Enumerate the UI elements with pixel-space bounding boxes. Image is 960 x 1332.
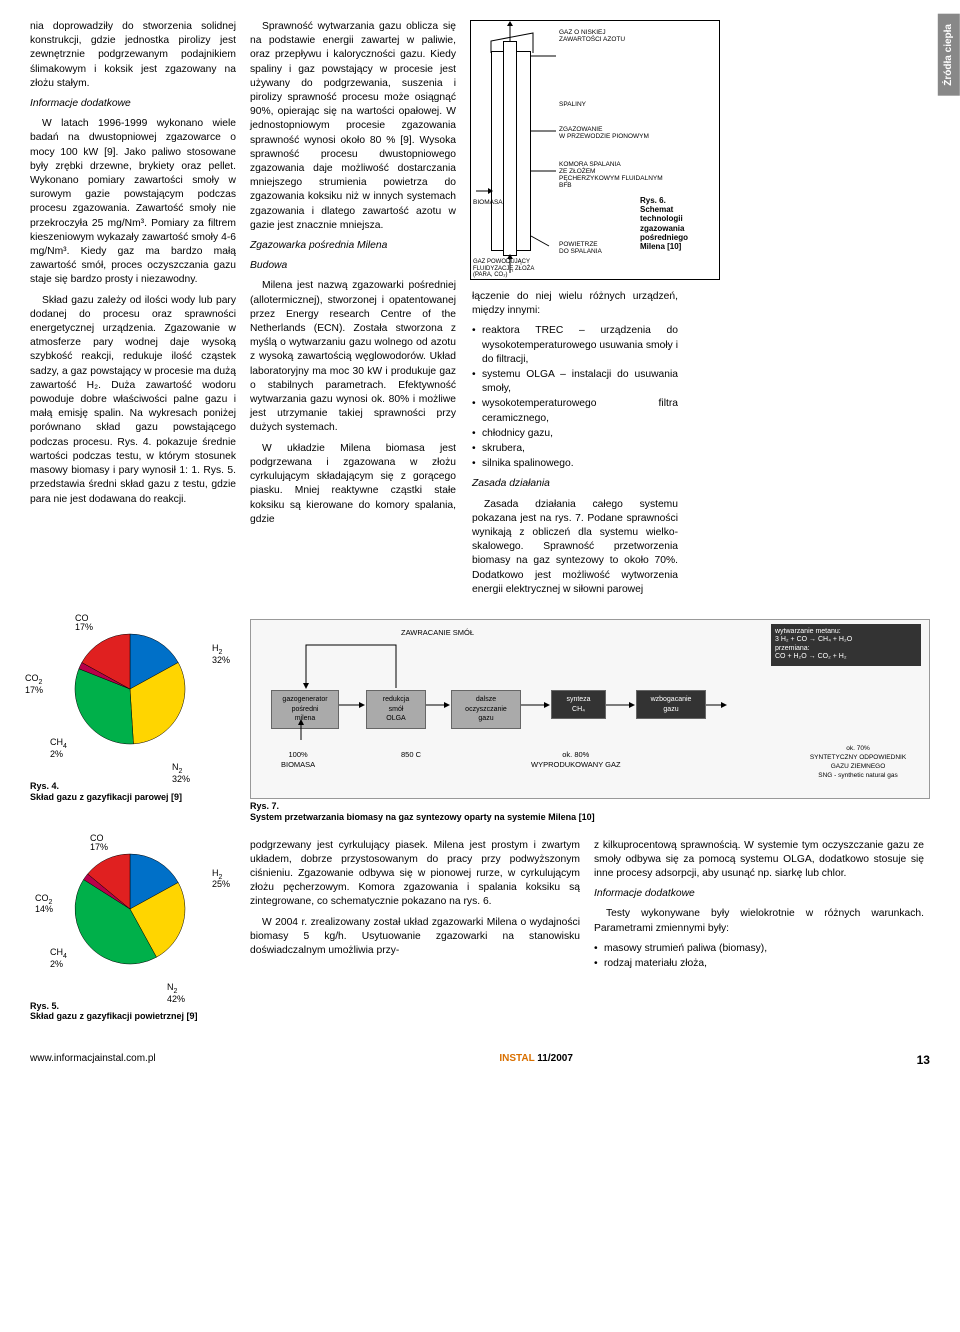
para: podgrzewany jest cyrkulujący piasek. Mil… [250,839,580,910]
fig6-schematic: GAZ O NISKIEJ ZAWARTOŚCI AZOTU SPALINY Z… [470,20,720,280]
para: Milena jest nazwą zgazowarki pośredniej … [250,279,456,435]
flow-box: gazogenerator pośredni milena [271,690,339,729]
page-number: 13 [917,1052,930,1069]
para: z kilkuprocentową sprawnością. W systemi… [594,839,924,882]
para: W 2004 r. zrealizowany został układ zgaz… [250,916,580,959]
page-footer: www.informacjainstal.com.pl INSTAL 11/20… [30,1052,930,1069]
flow-box: wzbogacanie gazu [636,690,706,719]
fig7-caption: Rys. 7.System przetwarzania biomasy na g… [250,801,930,823]
mid-section: CO17% H232% N232% CH42% CO217% Rys. 4.Sk… [30,619,930,823]
sch-label: ZGAZOWANIE W PRZEWODZIE PIONOWYM [559,126,649,140]
pie-chart-5: CO17% H225% N242% CH42% CO214% [30,839,230,999]
para: łączenie do niej wielu różnych urządzeń,… [472,290,678,318]
subsubheading: Budowa [250,259,456,273]
column-1: nia doprowadziły do stworzenia solidnej … [30,20,236,603]
pie-label: H225% [212,869,230,890]
subheading: Informacje dodatkowe [30,97,236,111]
bottom-col-3: z kilkuprocentową sprawnością. W systemi… [594,839,924,1023]
column-4: łączenie do niej wielu różnych urządzeń,… [472,290,678,603]
para: Sprawność wytwarzania gazu oblicza się n… [250,20,456,233]
sch-label: GAZ POWODUJĄCY FLUIDYZACJĘ ZŁOŻA (PARA, … [473,259,534,279]
bullet-list: reaktora TREC – urządzenia do wysokotemp… [472,324,678,471]
flow-bottom-label: ok. 80% WYPRODUKOWANY GAZ [531,750,621,771]
pie-label: CH42% [50,948,67,969]
subheading: Zgazowarka pośrednia Milena [250,239,456,253]
para: W latach 1996-1999 wykonano wiele badań … [30,117,236,287]
fig7-column: ZAWRACANIE SMÓŁ wytwarzanie metanu: 3 H₂… [250,619,930,823]
sch-label: KOMORA SPALANIA ZE ZŁOŻEM PĘCHERZYKOWYM … [559,161,663,190]
para: Skład gazu zależy od ilości wody lub par… [30,294,236,507]
flow-diagram: ZAWRACANIE SMÓŁ wytwarzanie metanu: 3 H₂… [250,619,930,799]
flow-box: dalsze oczyszczanie gazu [451,690,521,729]
bottom-col-2: podgrzewany jest cyrkulujący piasek. Mil… [250,839,580,1023]
flow-box: redukcja smół OLGA [366,690,426,729]
para: nia doprowadziły do stworzenia solidnej … [30,20,236,91]
flow-header: wytwarzanie metanu: 3 H₂ + CO → CH₄ + H₂… [771,624,921,666]
para: W układzie Milena biomasa jest podgrzewa… [250,442,456,527]
sch-label: BIOMASA [473,199,503,206]
flow-bottom-label: 850 C [401,750,421,760]
para: Testy wykonywane były wielokrotnie w róż… [594,907,924,935]
fig4-caption: Rys. 4.Skład gazu z gazyfikacji parowej … [30,781,236,803]
flow-bottom-label: 100% BIOMASA [281,750,315,771]
list-item: reaktora TREC – urządzenia do wysokotemp… [472,324,678,367]
bullet-list: masowy strumień paliwa (biomasy), rodzaj… [594,942,924,971]
pie-label: CO17% [90,834,108,852]
flow-header: ZAWRACANIE SMÓŁ [401,628,474,638]
pie5-column: CO17% H225% N242% CH42% CO214% Rys. 5.Sk… [30,839,236,1023]
footer-url: www.informacjainstal.com.pl [30,1052,156,1069]
pie-label: CH42% [50,738,67,759]
subheading: Zasada działania [472,477,678,491]
list-item: rodzaj materiału złoża, [594,957,924,971]
sch-label: SPALINY [559,101,586,108]
pie-label: N242% [167,983,185,1004]
list-item: chłodnicy gazu, [472,427,678,441]
pie-label: CO217% [25,674,43,695]
pie4-column: CO17% H232% N232% CH42% CO217% Rys. 4.Sk… [30,619,236,803]
fig5-caption: Rys. 5.Skład gazu z gazyfikacji powietrz… [30,1001,236,1023]
sch-label: GAZ O NISKIEJ ZAWARTOŚCI AZOTU [559,29,625,43]
list-item: masowy strumień paliwa (biomasy), [594,942,924,956]
list-item: silnika spalinowego. [472,457,678,471]
para: Zasada działania całego systemu pokazana… [472,498,678,597]
column-2: Sprawność wytwarzania gazu oblicza się n… [250,20,456,603]
pie-label: N232% [172,763,190,784]
bottom-section: CO17% H225% N242% CH42% CO214% Rys. 5.Sk… [30,839,930,1023]
pie-label: CO17% [75,614,93,632]
fig6-caption-num: Rys. 6. [640,196,666,205]
pie-label: H232% [212,644,230,665]
pie-label: CO214% [35,894,53,915]
pie-chart-4: CO17% H232% N232% CH42% CO217% [30,619,230,779]
list-item: wysokotemperaturowego filtra ceramiczneg… [472,397,678,425]
top-columns: nia doprowadziły do stworzenia solidnej … [30,20,930,603]
list-item: skrubera, [472,442,678,456]
flow-box: synteza CH₄ [551,690,606,719]
footer-mag: INSTAL 11/2007 [499,1052,573,1069]
list-item: systemu OLGA – instalacji do usuwania sm… [472,368,678,396]
sch-label: POWIETRZE DO SPALANIA [559,241,602,255]
fig6-caption-text: Schemat technologii zgazowania pośrednie… [640,205,688,251]
section-tab: Źródła ciepła [938,14,960,96]
flow-bottom-label: ok. 70% SYNTETYCZNY ODPOWIEDNIK GAZU ZIE… [793,745,923,781]
subheading: Informacje dodatkowe [594,887,924,901]
